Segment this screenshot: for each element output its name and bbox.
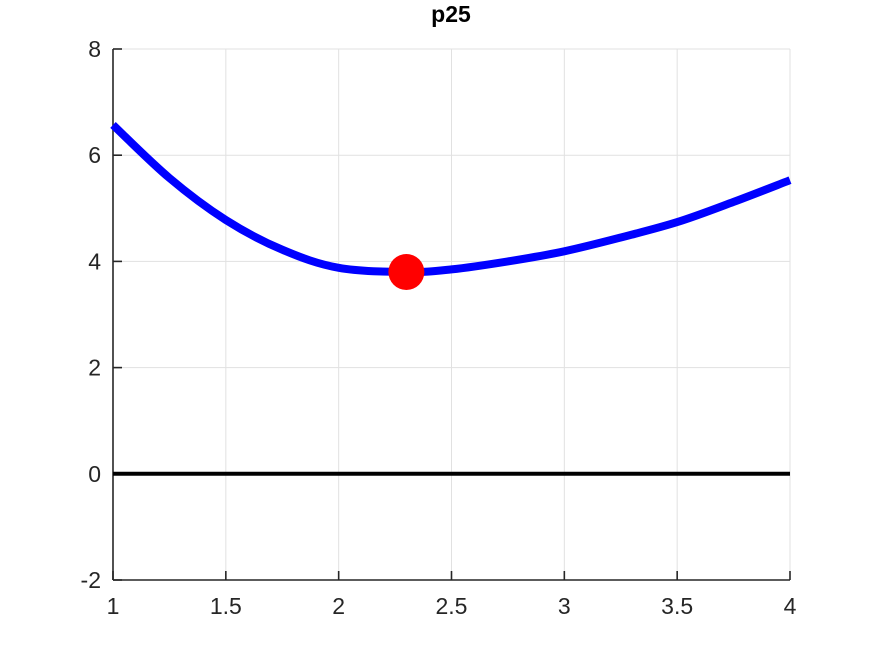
y-tick-label: 0 (88, 461, 101, 487)
grid-layer (112, 48, 791, 581)
x-tick-label: 3.5 (661, 593, 693, 619)
y-tick-label: 4 (88, 248, 101, 274)
y-tick-label: 8 (88, 36, 101, 62)
objective-curve (110, 122, 792, 277)
minimum-point (388, 254, 425, 291)
x-tick-label: 1.5 (210, 593, 242, 619)
marker-layer (388, 254, 425, 291)
axis-layer (112, 48, 791, 581)
x-tick-label: 2 (332, 593, 345, 619)
y-tick-label: 2 (88, 355, 101, 381)
y-tick-label: 6 (88, 142, 101, 168)
series-layer (110, 122, 792, 476)
x-tick-label: 2.5 (436, 593, 468, 619)
x-tick-label: 1 (107, 593, 120, 619)
y-tick-label: -2 (81, 567, 101, 593)
x-tick-label: 4 (784, 593, 797, 619)
x-tick-label: 3 (558, 593, 571, 619)
chart-title: p25 (431, 1, 471, 27)
tick-label-layer: 1 1.5 2 2.5 3 3.5 4 -2 0 2 4 6 8 (81, 36, 797, 619)
